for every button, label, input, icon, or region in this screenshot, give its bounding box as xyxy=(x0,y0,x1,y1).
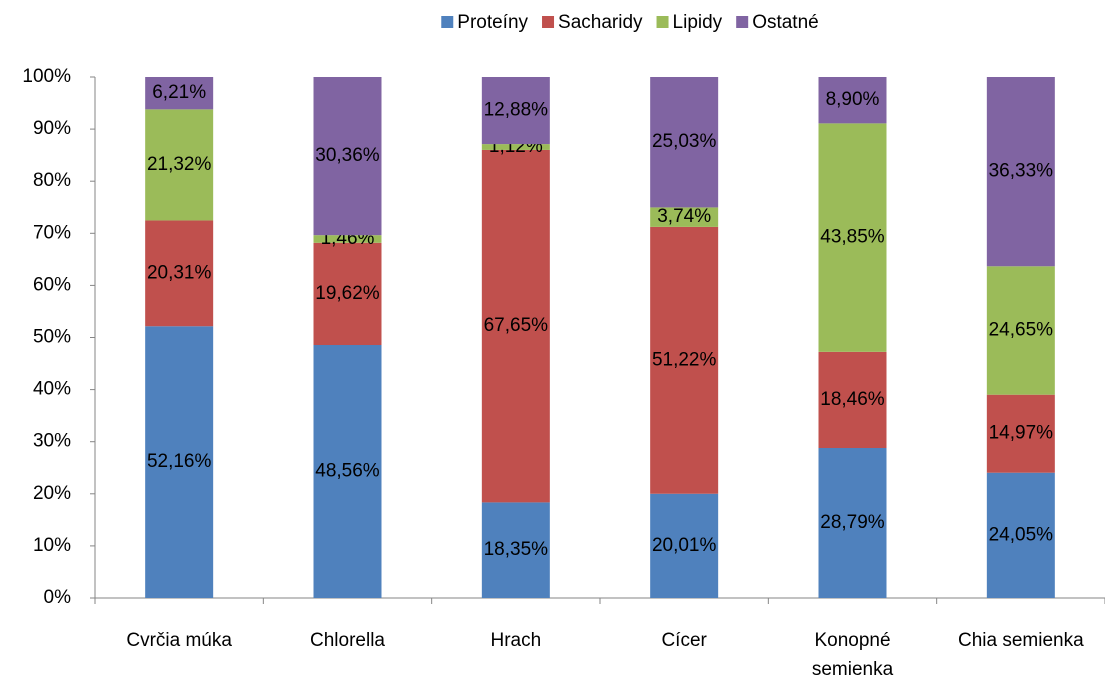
y-tick-label: 90% xyxy=(33,118,71,139)
value-label: 19,62% xyxy=(315,283,380,304)
y-tick-label: 50% xyxy=(33,327,71,348)
legend-label: Ostatné xyxy=(752,12,819,33)
bar-segment xyxy=(481,144,550,150)
value-label: 3,74% xyxy=(657,206,711,227)
bar-segment xyxy=(650,207,719,227)
value-label: 24,05% xyxy=(989,524,1054,545)
bar-segment xyxy=(818,77,887,124)
value-label: 18,46% xyxy=(820,389,885,410)
legend-swatch xyxy=(542,16,555,28)
bar-segment xyxy=(481,77,550,145)
legend-swatch xyxy=(441,16,454,28)
value-label: 48,56% xyxy=(315,461,380,482)
value-label: 21,32% xyxy=(147,154,212,175)
bar-segment xyxy=(650,226,719,494)
bar-segment xyxy=(481,502,550,598)
value-label: 36,33% xyxy=(989,161,1054,182)
y-tick-label: 60% xyxy=(33,274,71,295)
x-tick-label: Cvrčia múka xyxy=(126,630,232,651)
bar-segment xyxy=(818,351,887,449)
value-label: 67,65% xyxy=(484,315,549,336)
y-tick-label: 40% xyxy=(33,379,71,400)
value-label: 12,88% xyxy=(484,100,549,121)
legend-swatch xyxy=(736,16,749,28)
value-label: 51,22% xyxy=(652,349,717,370)
bar-segment xyxy=(986,266,1055,395)
value-label: 6,21% xyxy=(152,82,206,103)
x-tick-label: Konopné semienka xyxy=(811,630,894,680)
bar-segment xyxy=(145,220,214,327)
legend-label: Proteíny xyxy=(457,12,528,33)
bar-segment xyxy=(313,242,382,346)
value-label: 14,97% xyxy=(989,423,1054,444)
x-tick-label: Chia semienka xyxy=(957,630,1084,651)
bar-segment xyxy=(481,149,550,503)
value-label: 43,85% xyxy=(820,227,885,248)
value-label: 20,01% xyxy=(652,535,717,556)
value-label: 18,35% xyxy=(484,539,549,560)
bar-segment xyxy=(145,77,214,110)
legend-swatch xyxy=(656,16,669,28)
bar-segment xyxy=(986,472,1055,598)
y-tick-label: 70% xyxy=(33,222,71,243)
y-tick-label: 80% xyxy=(33,170,71,191)
y-tick-label: 0% xyxy=(44,587,72,608)
value-label: 25,03% xyxy=(652,131,717,152)
value-label: 24,65% xyxy=(989,320,1054,341)
y-tick-label: 20% xyxy=(33,483,71,504)
x-tick-label: Chlorella xyxy=(310,630,385,651)
bar-segment xyxy=(313,235,382,243)
bar-segment xyxy=(650,493,719,598)
bar-segment xyxy=(145,326,214,598)
bar-segment xyxy=(650,77,719,208)
y-tick-label: 10% xyxy=(33,535,71,556)
y-tick-label: 30% xyxy=(33,431,71,452)
value-label: 30,36% xyxy=(315,145,380,166)
y-tick-label: 100% xyxy=(22,66,71,87)
bar-segment xyxy=(145,109,214,221)
bar-segment xyxy=(986,77,1055,267)
x-tick-label: Hrach xyxy=(490,630,542,651)
value-label: 52,16% xyxy=(147,451,212,472)
value-label: 20,31% xyxy=(147,262,212,283)
legend-label: Sacharidy xyxy=(558,12,643,33)
value-label: 8,90% xyxy=(826,89,880,110)
bar-segment xyxy=(313,77,382,236)
bar-segment xyxy=(818,123,887,352)
bar-segment xyxy=(986,394,1055,473)
x-tick-label: Cícer xyxy=(661,630,707,651)
value-label: 28,79% xyxy=(820,512,885,533)
bar-segment xyxy=(313,345,382,598)
bar-segment xyxy=(818,448,887,598)
legend-label: Lipidy xyxy=(673,12,723,33)
